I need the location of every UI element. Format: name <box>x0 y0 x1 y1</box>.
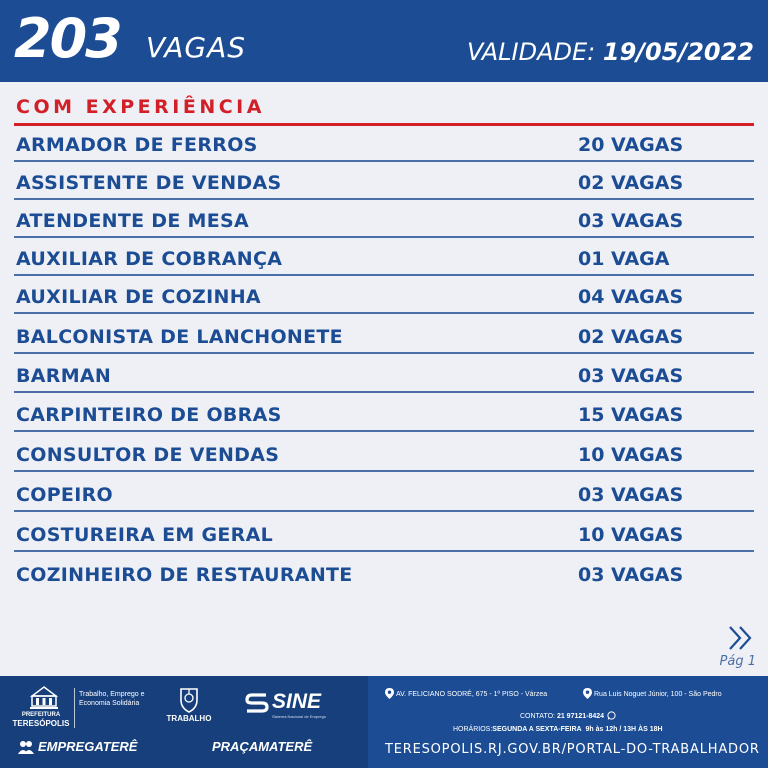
empregatere-label: EMPREGATERÊ <box>38 739 138 754</box>
job-row: ATENDENTE DE MESA 03 VAGAS <box>14 204 754 238</box>
portal-link[interactable]: TERESOPOLIS.RJ.GOV.BR/PORTAL-DO-TRABALHA… <box>385 742 760 757</box>
whatsapp-icon <box>607 711 616 720</box>
sine-subtitle: Sistema Nacional de Emprego <box>272 714 327 719</box>
job-row: BALCONISTA DE LANCHONETE 02 VAGAS <box>14 320 754 354</box>
job-title: AUXILIAR DE COZINHA <box>16 286 261 308</box>
footer-logos-panel: PREFEITURA TERESÓPOLIS Trabalho, Emprego… <box>0 676 368 768</box>
vacancy-label: VAGAS <box>146 31 247 64</box>
job-row: ASSISTENTE DE VENDAS 02 VAGAS <box>14 166 754 200</box>
job-title: AUXILIAR DE COBRANÇA <box>16 248 283 270</box>
job-vacancies: 04 VAGAS <box>578 286 684 308</box>
job-row: CARPINTEIRO DE OBRAS 15 VAGAS <box>14 398 754 432</box>
logo-divider <box>74 688 75 728</box>
secretaria-name: Trabalho, Emprego e Economia Solidária <box>79 691 145 707</box>
job-vacancies: 03 VAGAS <box>578 484 684 506</box>
job-vacancies: 03 VAGAS <box>578 564 684 586</box>
job-vacancies: 01 VAGA <box>578 248 670 270</box>
people-icon <box>18 741 34 754</box>
sine-logo: SINE <box>272 690 322 713</box>
location-pin-icon <box>583 688 592 699</box>
prefeitura-label: PREFEITURA <box>21 712 61 718</box>
job-row: AUXILIAR DE COBRANÇA 01 VAGA <box>14 242 754 276</box>
job-row: ARMADOR DE FERROS 20 VAGAS <box>14 128 754 162</box>
section-title: COM EXPERIÊNCIA <box>16 96 265 118</box>
address-1: AV. FELICIANO SODRÉ, 675 - 1º PISO - Vár… <box>385 688 547 699</box>
hours-days: SEGUNDA A SEXTA-FEIRA <box>492 726 582 733</box>
job-title: COSTUREIRA EM GERAL <box>16 524 274 546</box>
contact-label: CONTATO: <box>520 713 555 720</box>
job-title: ARMADOR DE FERROS <box>16 134 258 156</box>
prefeitura-city: TERESÓPOLIS <box>12 719 70 728</box>
address-1-text: AV. FELICIANO SODRÉ, 675 - 1º PISO - Vár… <box>396 691 548 698</box>
job-vacancies: 10 VAGAS <box>578 444 684 466</box>
job-vacancies: 02 VAGAS <box>578 326 684 348</box>
contact-phone: 21 97121-8424 <box>556 713 605 720</box>
job-row: CONSULTOR DE VENDAS 10 VAGAS <box>14 438 754 472</box>
job-title: BARMAN <box>16 365 112 387</box>
job-row: COSTUREIRA EM GERAL 10 VAGAS <box>14 518 754 552</box>
job-title: CONSULTOR DE VENDAS <box>16 444 280 466</box>
job-title: CARPINTEIRO DE OBRAS <box>16 404 282 426</box>
prefeitura-crest-icon <box>30 686 58 709</box>
header-bar: 203 VAGAS VALIDADE: 19/05/2022 <box>0 0 768 82</box>
job-row: COPEIRO 03 VAGAS <box>14 478 754 512</box>
chevron-double-right-icon[interactable] <box>726 624 756 652</box>
job-vacancies: 20 VAGAS <box>578 134 684 156</box>
job-title: ATENDENTE DE MESA <box>16 210 250 232</box>
sine-logo-icon <box>245 693 269 713</box>
section-divider <box>14 123 754 126</box>
pracamatere-logo: PRAÇAMATERÊ <box>212 739 313 754</box>
trabalho-label: TRABALHO <box>166 714 212 723</box>
validity-label: VALIDADE: <box>466 38 596 66</box>
footer: PREFEITURA TERESÓPOLIS Trabalho, Emprego… <box>0 676 768 768</box>
hours-label: HORÁRIOS: <box>453 726 493 733</box>
opening-hours: HORÁRIOS:SEGUNDA A SEXTA-FEIRA 9h às 12h… <box>453 726 663 733</box>
job-row: AUXILIAR DE COZINHA 04 VAGAS <box>14 280 754 314</box>
hours-times: 9h às 12h / 13H ÀS 18H <box>585 726 663 733</box>
vacancy-count: 203 <box>14 7 123 70</box>
page-indicator: Pág 1 <box>719 654 756 669</box>
address-2-text: Rua Luis Noguet Júnior, 100 - São Pedro <box>594 691 722 698</box>
job-title: BALCONISTA DE LANCHONETE <box>16 326 343 348</box>
job-vacancies: 15 VAGAS <box>578 404 684 426</box>
job-row: BARMAN 03 VAGAS <box>14 359 754 393</box>
job-vacancies: 02 VAGAS <box>578 172 684 194</box>
job-vacancies: 10 VAGAS <box>578 524 684 546</box>
location-pin-icon <box>385 688 394 699</box>
address-2: Rua Luis Noguet Júnior, 100 - São Pedro <box>583 688 722 699</box>
job-title: ASSISTENTE DE VENDAS <box>16 172 282 194</box>
job-vacancies: 03 VAGAS <box>578 210 684 232</box>
job-title: COPEIRO <box>16 484 113 506</box>
validity: VALIDADE: 19/05/2022 <box>467 36 754 68</box>
job-vacancies: 03 VAGAS <box>578 365 684 387</box>
contact: CONTATO: 21 97121-8424 <box>520 711 616 720</box>
job-title: COZINHEIRO DE RESTAURANTE <box>16 564 353 586</box>
validity-date: 19/05/2022 <box>602 38 754 66</box>
job-row: COZINHEIRO DE RESTAURANTE 03 VAGAS <box>14 556 754 590</box>
trabalho-crest-icon <box>180 688 198 713</box>
